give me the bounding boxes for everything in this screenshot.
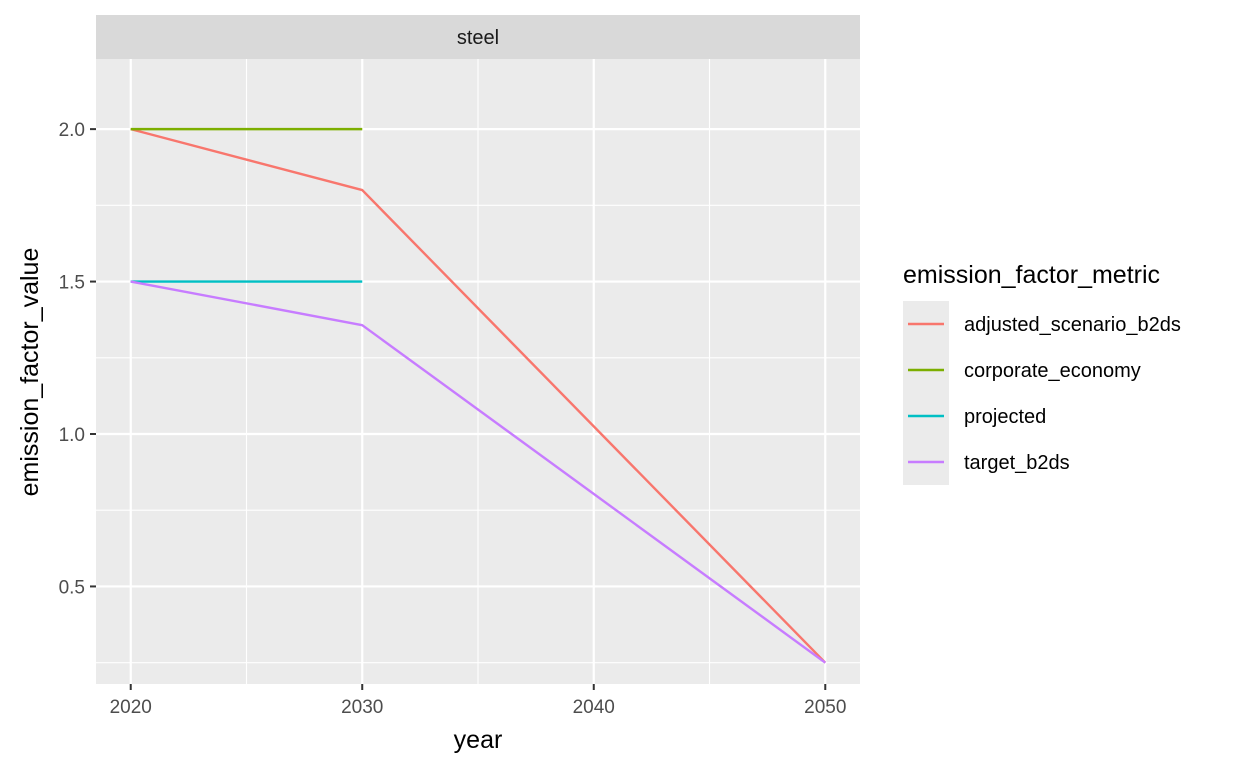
series-lines <box>130 127 827 664</box>
series-line-adjusted_scenario_b2ds <box>130 127 827 664</box>
legend-label-projected: projected <box>964 406 1046 428</box>
x-tick-label: 2050 <box>804 697 846 718</box>
legend-title: emission_factor_metric <box>903 261 1160 289</box>
facet-strip <box>96 15 860 59</box>
x-tick-label: 2030 <box>341 697 383 718</box>
legend-label-corporate_economy: corporate_economy <box>964 360 1141 382</box>
y-axis: 0.5 1.0 1.5 2.0 <box>59 120 96 598</box>
y-tick-label: 2.0 <box>59 120 85 141</box>
legend-label-target_b2ds: target_b2ds <box>964 452 1070 474</box>
facet-strip-label: steel <box>457 27 499 49</box>
grid-minor <box>96 59 860 684</box>
x-axis: 2020 2030 2040 2050 <box>110 684 846 718</box>
series-line-target_b2ds <box>130 280 826 664</box>
y-tick-label: 1.5 <box>59 273 85 294</box>
x-axis-title: year <box>454 726 503 754</box>
y-tick-label: 1.0 <box>59 425 85 446</box>
y-tick-label: 0.5 <box>59 577 85 598</box>
x-tick-label: 2040 <box>573 697 615 718</box>
y-axis-title: emission_factor_value <box>16 248 44 497</box>
legend-label-adjusted_scenario_b2ds: adjusted_scenario_b2ds <box>964 314 1181 336</box>
x-tick-label: 2020 <box>110 697 152 718</box>
legend: adjusted_scenario_b2ds corporate_economyp… <box>903 301 1181 485</box>
